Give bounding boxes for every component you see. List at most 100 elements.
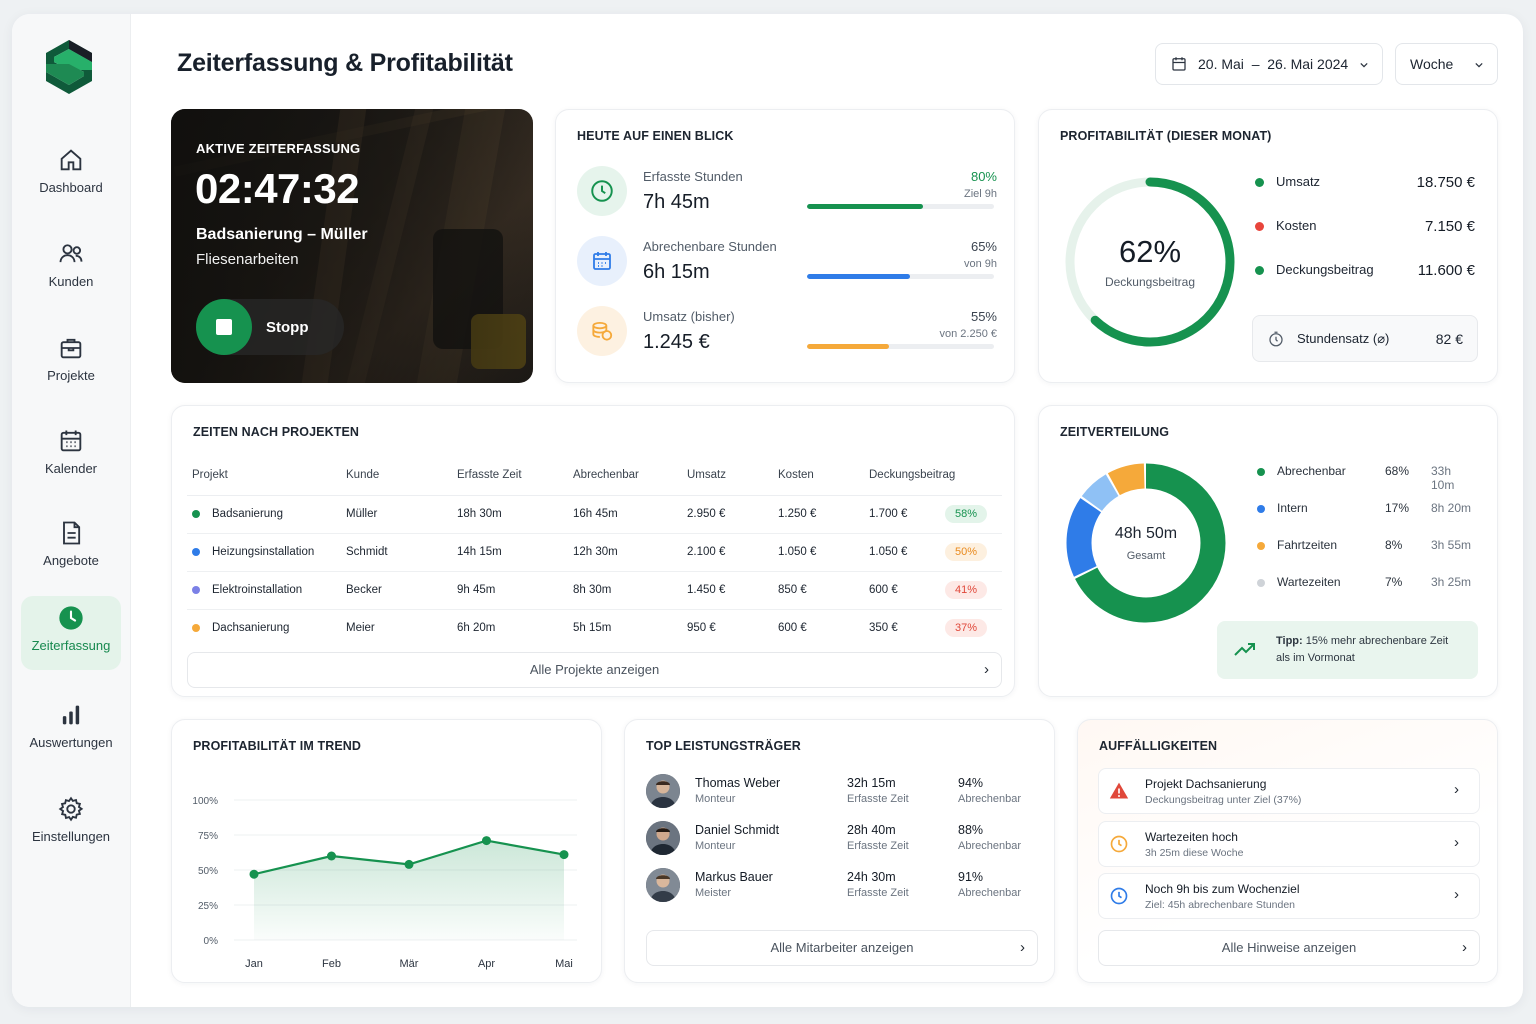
legend-label: Wartezeiten <box>1277 575 1341 589</box>
kpi-goal: von 2.250 € <box>939 328 998 340</box>
nav-projekte[interactable]: Projekte <box>21 326 121 400</box>
tip-label: Tipp: <box>1276 635 1303 647</box>
calendar-icon <box>1172 57 1186 71</box>
table-row[interactable]: Dachsanierung Meier 6h 20m 5h 15m 950 € … <box>187 609 1002 647</box>
trend-point[interactable] <box>249 869 259 879</box>
period-select[interactable]: Woche <box>1395 43 1498 85</box>
stop-button[interactable]: Stopp <box>196 299 344 355</box>
table-row[interactable]: Elektroinstallation Becker 9h 45m 8h 30m… <box>187 571 1002 610</box>
performer-time: 32h 15m <box>847 776 896 790</box>
table-row[interactable]: Badsanierung Müller 18h 30m 16h 45m 2.95… <box>187 495 1002 534</box>
x-tick-label: Feb <box>322 958 341 970</box>
nav-zeiterfassung[interactable]: Zeiterfassung <box>21 596 121 670</box>
legend-label: Intern <box>1277 501 1308 515</box>
y-tick-label: 50% <box>198 866 218 877</box>
chevron-right-icon: › <box>1454 781 1459 798</box>
project-name: Badsanierung <box>212 508 283 520</box>
calendar-icon <box>60 430 82 452</box>
alert-item[interactable]: Wartezeiten hoch 3h 25m diese Woche › <box>1098 821 1480 867</box>
kpi-value: 1.245 € <box>643 331 710 353</box>
trend-card: PROFITABILITÄT IM TREND 100% 75% 50% 25% 0% J… <box>171 719 602 983</box>
nav-kunden[interactable]: Kunden <box>21 232 121 306</box>
performer-row[interactable]: Daniel Schmidt Monteur 28h 40m Erfasste … <box>646 821 1041 861</box>
project-name: Heizungsinstallation <box>212 546 315 558</box>
revenue-cell: 950 € <box>687 622 716 635</box>
legend-dot <box>1257 578 1265 587</box>
donut-segment <box>1066 463 1226 623</box>
trend-point[interactable] <box>327 851 336 861</box>
legend-percent: 8% <box>1385 538 1403 552</box>
legend-deckungsbeitrag: Deckungsbeitrag 11.600 € <box>1255 262 1475 282</box>
stopwatch-icon <box>1269 331 1283 346</box>
kpi-value: 7h 45m <box>643 191 710 213</box>
trend-point[interactable] <box>404 859 414 869</box>
alert-title: Projekt Dachsanierung <box>1145 777 1267 791</box>
avatar <box>646 774 680 808</box>
kpi-billable-hours: Abrechenbare Stunden 6h 15m 65% von 9h <box>577 236 997 296</box>
nav-label: Angebote <box>43 553 99 568</box>
all-projects-button[interactable]: Alle Projekte anzeigen › <box>187 652 1002 688</box>
kpi-goal: von 9h <box>963 258 997 270</box>
x-tick-label: Apr <box>478 958 495 970</box>
performer-row[interactable]: Markus Bauer Meister 24h 30m Erfasste Ze… <box>646 868 1041 908</box>
revenue-cell: 1.450 € <box>682 571 773 610</box>
active-project: Badsanierung – Müller <box>196 226 368 243</box>
trend-chart: 100% 75% 50% 25% 0% Jan Feb Mär Apr Mai <box>192 796 577 970</box>
kpi-value: 6h 15m <box>643 261 710 283</box>
kpi-revenue: Umsatz (bisher) 1.245 € 55% von 2.250 € <box>577 306 997 366</box>
y-tick-label: 0% <box>204 936 219 947</box>
nav-angebote[interactable]: Angebote <box>21 511 121 585</box>
nav-einstellungen[interactable]: Einstellungen <box>21 787 121 861</box>
legend-dot <box>1257 541 1265 550</box>
legend-value: 7.150 € <box>1424 218 1475 235</box>
all-employees-button[interactable]: Alle Mitarbeiter anzeigen › <box>646 930 1038 966</box>
alert-subtitle: 3h 25m diese Woche <box>1145 847 1244 859</box>
all-employees-label: Alle Mitarbeiter anzeigen <box>770 940 914 955</box>
nav-label: Projekte <box>47 368 95 383</box>
nav-label: Kalender <box>44 461 98 476</box>
client-cell: Meier <box>346 622 375 635</box>
logo <box>46 40 92 94</box>
hourly-rate-box: Stundensatz (⌀) 82 € <box>1252 315 1478 362</box>
projects-table: Projekt Kunde Erfasste Zeit Abrechenbar … <box>187 455 1002 647</box>
legend-wartezeiten: Wartezeiten 7% 3h 25m <box>1257 575 1477 593</box>
alert-item[interactable]: Projekt Dachsanierung Deckungsbeitrag un… <box>1098 768 1480 814</box>
legend-hours: 8h 20m <box>1431 501 1472 515</box>
nav-label: Einstellungen <box>31 829 111 844</box>
nav-kalender[interactable]: Kalender <box>21 419 121 493</box>
client-cell: Becker <box>341 571 452 610</box>
legend-umsatz: Umsatz 18.750 € <box>1255 174 1475 194</box>
avatar <box>646 821 680 855</box>
all-alerts-button[interactable]: Alle Hinweise anzeigen › <box>1098 930 1480 966</box>
sidebar: Dashboard Kunden Projekte Kalender Angeb… <box>12 14 131 1007</box>
trend-point[interactable] <box>482 836 491 846</box>
cost-cell: 600 € <box>778 622 807 635</box>
card-title: AUFFÄLLIGKEITEN <box>1099 739 1218 753</box>
hourly-rate-value: 82 € <box>1435 330 1463 347</box>
performer-row[interactable]: Thomas Weber Monteur 32h 15m Erfasste Ze… <box>646 774 1041 814</box>
performers-card: TOP LEISTUNGSTRÄGER Thomas Weber Monteur… <box>624 719 1055 983</box>
kpi-recorded-hours: Erfasste Stunden 7h 45m 80% Ziel 9h <box>577 166 997 226</box>
performer-time-label: Erfasste Zeit <box>847 887 909 899</box>
date-range-picker[interactable]: 20. Mai – 26. Mai 2024 <box>1155 43 1383 85</box>
trend-point[interactable] <box>559 850 569 860</box>
warning-icon <box>1109 782 1129 799</box>
legend-intern: Intern 17% 8h 20m <box>1257 501 1477 519</box>
billable-cell: 12h 30m <box>568 533 682 572</box>
legend-hours: 3h 25m <box>1431 575 1472 589</box>
legend-dot <box>1255 178 1264 188</box>
trend-area <box>254 840 564 940</box>
legend-kosten: Kosten 7.150 € <box>1255 218 1475 238</box>
kpi-label: Abrechenbare Stunden <box>643 239 777 254</box>
cost-cell: 1.250 € <box>773 495 864 534</box>
chevron-down-icon <box>1360 62 1368 68</box>
cost-cell: 1.050 € <box>773 533 864 572</box>
profit-percent-label: Deckungsbeitrag <box>1104 275 1196 289</box>
table-row[interactable]: Heizungsinstallation Schmidt 14h 15m 12h… <box>187 533 1002 572</box>
tip-text-2: als im Vormonat <box>1276 652 1355 664</box>
alert-item[interactable]: Noch 9h bis zum Wochenziel Ziel: 45h abr… <box>1098 873 1480 919</box>
margin-cell: 600 € <box>864 571 940 610</box>
nav-dashboard[interactable]: Dashboard <box>21 138 121 212</box>
nav-auswertungen[interactable]: Auswertungen <box>21 693 121 767</box>
hourly-rate-label: Stundensatz (⌀) <box>1297 330 1390 346</box>
